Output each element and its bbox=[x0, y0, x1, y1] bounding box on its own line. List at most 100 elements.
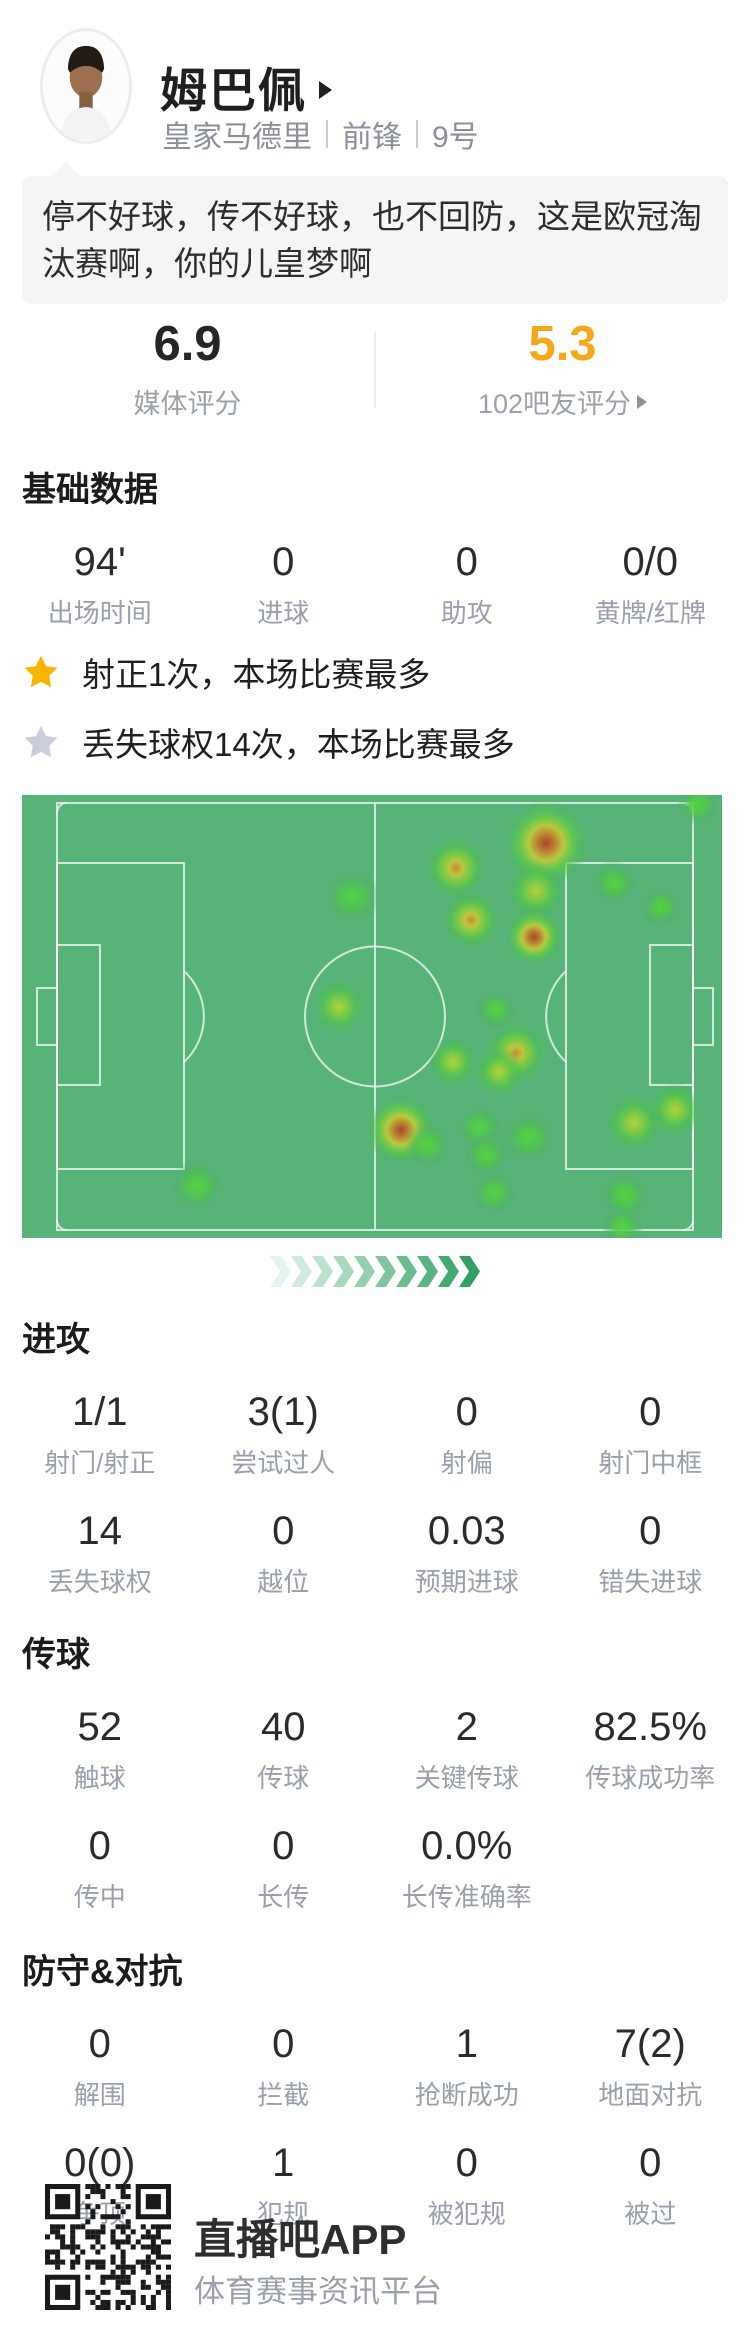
chevron-icon bbox=[333, 1256, 354, 1287]
stat-label: 错失进球 bbox=[598, 1567, 703, 1597]
stat-label: 出场时间 bbox=[47, 598, 152, 628]
player-name-row[interactable]: 姆巴佩 bbox=[160, 52, 332, 121]
comment-bubble: 停不好球，传不好球，也不回防，这是欧冠淘汰赛啊，你的儿皇梦啊 bbox=[22, 161, 728, 304]
stat-value: 0 bbox=[455, 540, 478, 584]
stat-value: 0(0) bbox=[64, 2141, 136, 2185]
stat-label: 射偏 bbox=[440, 1448, 493, 1478]
stat-row: 0(0) 争顶 1 犯规 0 被犯规 0 被过 bbox=[0, 2140, 750, 2231]
stat-地面对抗: 7(2) 地面对抗 bbox=[559, 2021, 743, 2112]
stat-label: 丢失球权 bbox=[47, 1567, 152, 1597]
stat-label: 长传 bbox=[257, 1882, 310, 1912]
stat-value: 0/0 bbox=[622, 540, 679, 584]
stat-label: 射门/射正 bbox=[44, 1448, 156, 1478]
media-rating-label: 媒体评分 bbox=[133, 389, 242, 419]
stat-value: 0 bbox=[455, 2141, 478, 2185]
app-name: 直播吧APP bbox=[194, 2216, 407, 2263]
stat-label: 传中 bbox=[73, 1882, 126, 1912]
heat-blob bbox=[647, 1082, 703, 1138]
stat-传球成功率: 82.5% 传球成功率 bbox=[559, 1704, 743, 1795]
highlight-text: 丢失球权14次，本场比赛最多 bbox=[82, 726, 515, 763]
stat-value: 0 bbox=[272, 540, 295, 584]
stat-label: 射门中框 bbox=[598, 1448, 703, 1478]
stat-错失进球: 0 错失进球 bbox=[559, 1508, 743, 1599]
section-title: 传球 bbox=[22, 1636, 90, 1674]
stat-row: 94' 出场时间 0 进球 0 助攻 0/0 黄牌/红牌 bbox=[0, 539, 750, 630]
stat-被犯规: 0 被犯规 bbox=[375, 2140, 559, 2231]
player-name: 姆巴佩 bbox=[160, 64, 307, 117]
stat-value: 2 bbox=[455, 1705, 478, 1749]
star-icon bbox=[24, 725, 58, 758]
stat-row: 0 解围 0 拦截 1 抢断成功 7(2) 地面对抗 bbox=[0, 2021, 750, 2112]
stat-value: 0 bbox=[272, 2022, 295, 2066]
highlight-shots-on-target: 射正1次，本场比赛最多 bbox=[22, 648, 430, 696]
stat-拦截: 0 拦截 bbox=[192, 2021, 376, 2112]
stat-label: 触球 bbox=[73, 1763, 126, 1793]
stat-传中: 0 传中 bbox=[8, 1823, 192, 1914]
stat-value: 7(2) bbox=[614, 2022, 686, 2066]
section-defense: 防守&对抗 0 解围 0 拦截 1 抢断成功 7(2) 地面对抗 0(0) 争顶 1 犯规 0 被犯规 0 被… bbox=[0, 1944, 750, 2231]
fan-rating[interactable]: 5.3 102吧友评分 bbox=[375, 316, 750, 421]
divider bbox=[326, 120, 328, 148]
stat-value: 94' bbox=[73, 540, 126, 584]
stat-value: 0 bbox=[639, 2141, 662, 2185]
fan-rating-label[interactable]: 102吧友评分 bbox=[375, 382, 750, 421]
stat-value: 0 bbox=[272, 1824, 295, 1868]
media-rating-value: 6.9 bbox=[153, 317, 222, 371]
player-team-line: 皇家马德里 前锋 9号 bbox=[162, 112, 479, 156]
stat-label: 传球成功率 bbox=[585, 1763, 716, 1793]
stat-射偏: 0 射偏 bbox=[375, 1389, 559, 1480]
heat-blob bbox=[501, 1110, 557, 1166]
stat-label: 关键传球 bbox=[414, 1763, 519, 1793]
heat-blob bbox=[462, 1131, 510, 1179]
star-icon bbox=[24, 655, 58, 688]
section-basic-stats: 基础数据 94' 出场时间 0 进球 0 助攻 0/0 黄牌/红牌 bbox=[0, 462, 750, 630]
stat-value: 0 bbox=[88, 2022, 111, 2066]
heat-blob bbox=[311, 979, 367, 1035]
stat-label: 助攻 bbox=[440, 598, 493, 628]
stat-value: 14 bbox=[77, 1509, 123, 1553]
stat-出场时间: 94' 出场时间 bbox=[8, 539, 192, 630]
section-attack: 进攻 1/1 射门/射正 3(1) 尝试过人 0 射偏 0 射门中框 14 丢失球权 0 越位 0.03… bbox=[0, 1312, 750, 1599]
stat-value: 0 bbox=[455, 1390, 478, 1434]
team-name: 皇家马德里 bbox=[162, 121, 312, 154]
stat-label: 越位 bbox=[257, 1567, 310, 1597]
heat-blob bbox=[590, 859, 638, 907]
stat-label: 长传准确率 bbox=[401, 1882, 532, 1912]
stat-value: 1/1 bbox=[71, 1390, 128, 1434]
heat-blob bbox=[424, 836, 488, 900]
heat-blob bbox=[404, 1121, 452, 1169]
chevron-icon bbox=[417, 1256, 438, 1287]
heat-blob bbox=[473, 1046, 525, 1098]
chevron-icon bbox=[375, 1256, 396, 1287]
heat-blob-layer bbox=[169, 783, 720, 1249]
player-position: 前锋 bbox=[342, 121, 402, 154]
chevron-icon bbox=[438, 1256, 459, 1287]
heatmap-pitch bbox=[22, 783, 722, 1249]
ratings-row: 6.9 媒体评分 5.3 102吧友评分 bbox=[0, 316, 750, 421]
comment-text: 停不好球，传不好球，也不回防，这是欧冠淘汰赛啊，你的儿皇梦啊 bbox=[42, 198, 702, 282]
stat-value: 0 bbox=[88, 1824, 111, 1868]
stat-row: 14 丢失球权 0 越位 0.03 预期进球 0 错失进球 bbox=[0, 1508, 750, 1599]
divider bbox=[374, 332, 376, 408]
section-passing: 传球 52 触球 40 传球 2 关键传球 82.5% 传球成功率 0 传中 0 长传 0.0% 长传准确… bbox=[0, 1627, 750, 1914]
heat-blob bbox=[506, 861, 566, 921]
stat-label: 被犯规 bbox=[427, 2199, 506, 2229]
stat-value: 3(1) bbox=[247, 1390, 319, 1434]
chevron-icon bbox=[312, 1256, 333, 1287]
stat-row: 1/1 射门/射正 3(1) 尝试过人 0 射偏 0 射门中框 bbox=[0, 1389, 750, 1480]
fan-rating-value: 5.3 bbox=[528, 317, 597, 371]
stat-label: 拦截 bbox=[257, 2080, 310, 2110]
stat-value: 0.0% bbox=[421, 1824, 513, 1868]
stat-传球: 40 传球 bbox=[192, 1704, 376, 1795]
player-photo bbox=[43, 32, 129, 140]
caret-right-icon bbox=[637, 394, 648, 409]
chevron-strip bbox=[0, 1256, 750, 1287]
pitch-svg bbox=[22, 783, 722, 1249]
stat-label: 地面对抗 bbox=[598, 2080, 703, 2110]
player-number: 9号 bbox=[432, 121, 479, 154]
chevron-icon bbox=[291, 1256, 312, 1287]
chevron-icon bbox=[459, 1256, 480, 1287]
avatar bbox=[40, 28, 132, 144]
stat-射门/射正: 1/1 射门/射正 bbox=[8, 1389, 192, 1480]
stat-value: 82.5% bbox=[593, 1705, 707, 1749]
